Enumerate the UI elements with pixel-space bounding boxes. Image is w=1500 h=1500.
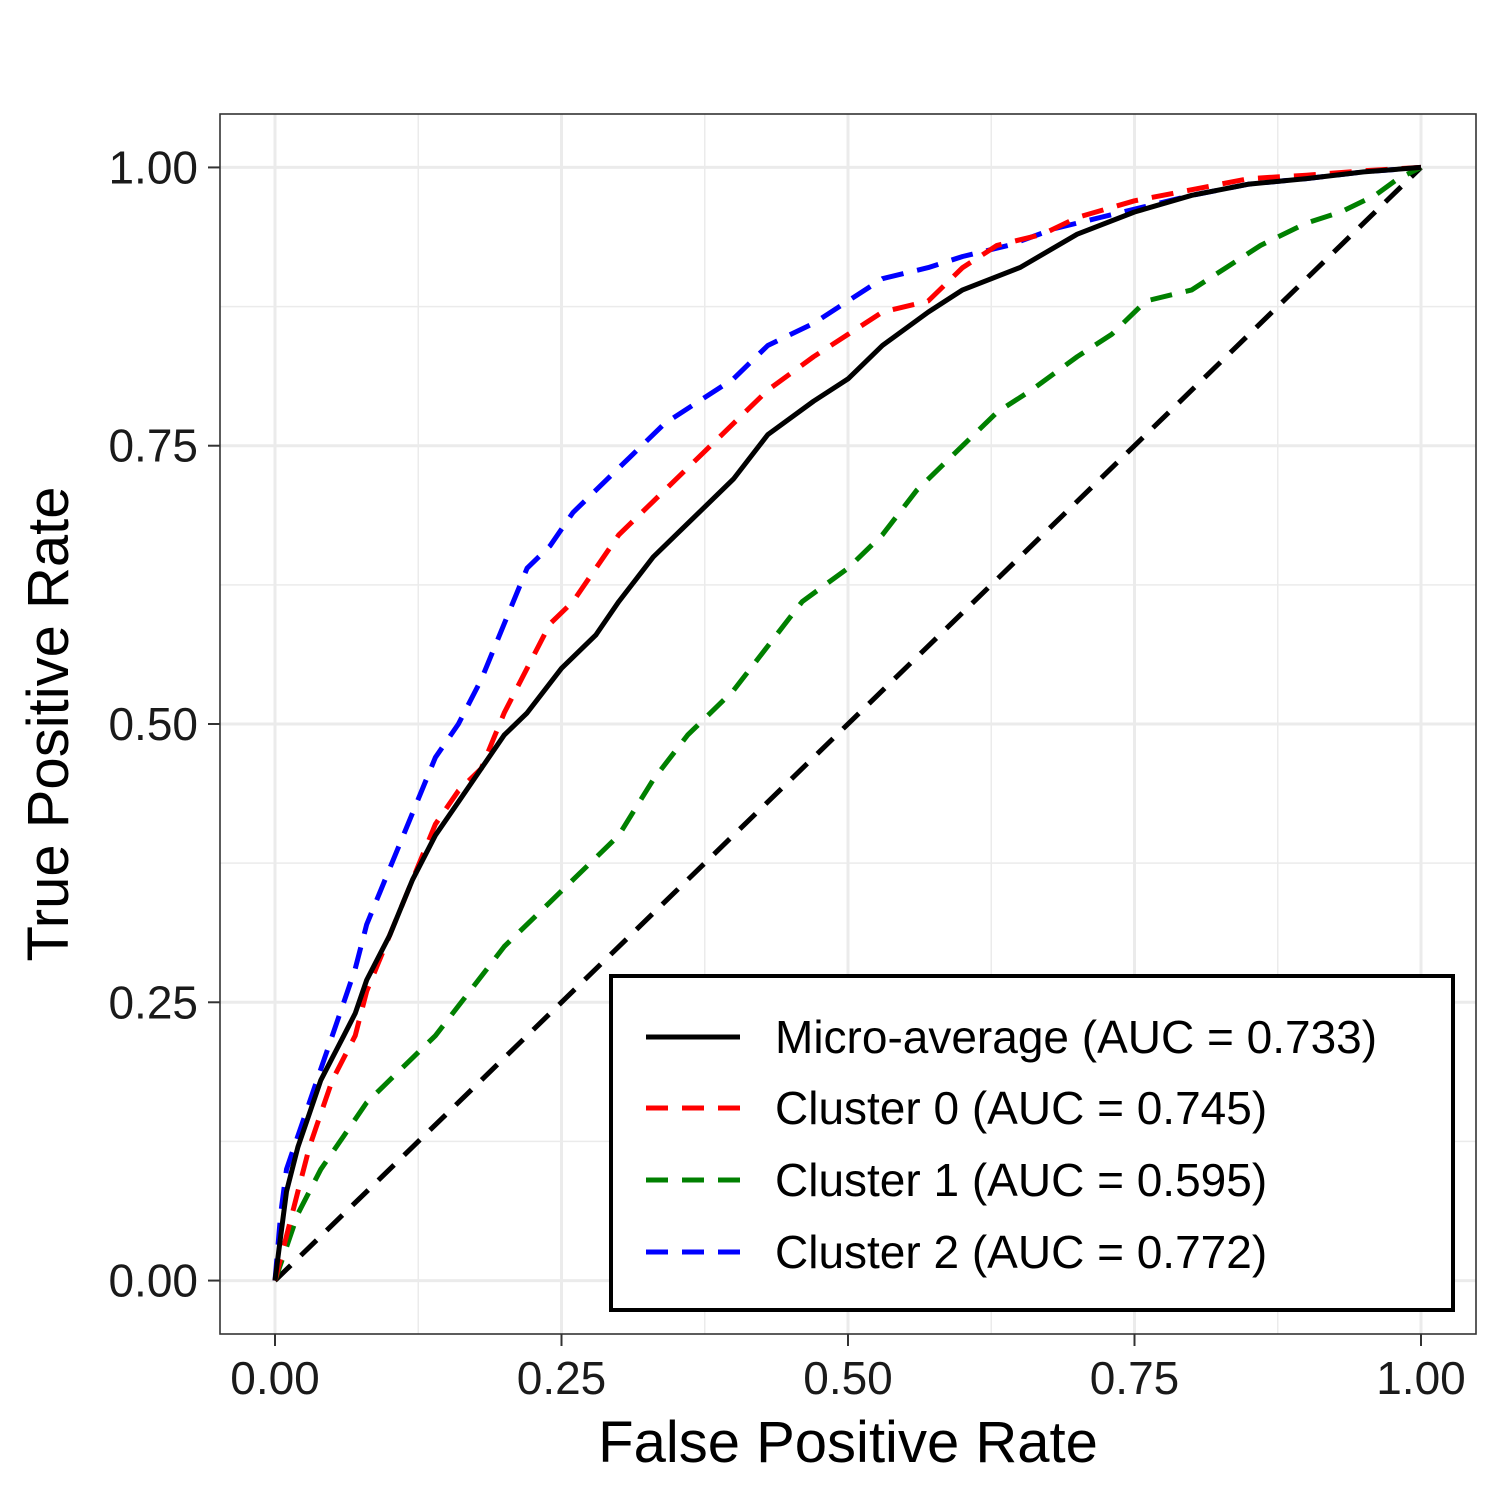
legend-items: Micro-average (AUC = 0.733) Cluster 0 (AU…: [646, 1011, 1377, 1278]
legend: Micro-average (AUC = 0.733) Cluster 0 (AU…: [609, 974, 1455, 1312]
x-tick-label: 0.25: [517, 1352, 607, 1404]
reference-diagonal-line: [273, 165, 1423, 1283]
y-tick-label: 0.75: [108, 420, 198, 472]
series-line-cluster-0: [272, 164, 1422, 1282]
y-tick-label: 0.25: [108, 976, 198, 1028]
series-line-cluster-2: [272, 164, 1422, 1281]
axes: 0.00 0.00 0.25 0.25 0.50 0.50 0.75 0.75 1.00 1.00: [108, 141, 1465, 1404]
x-tick-label: 0.75: [1090, 1352, 1180, 1404]
x-axis-title: False Positive Rate: [598, 1410, 1098, 1475]
x-tick-label: 0.00: [230, 1352, 320, 1404]
series-layer: [272, 164, 1423, 1283]
y-tick-label: 0.50: [108, 698, 198, 750]
series-line-micro-average: [272, 164, 1422, 1281]
legend-box: [609, 974, 1455, 1312]
y-tick-label: 1.00: [108, 141, 198, 193]
legend-label-0: Micro-average (AUC = 0.733): [775, 1011, 1377, 1063]
x-tick-label: 1.00: [1376, 1352, 1466, 1404]
legend-label-1: Cluster 0 (AUC = 0.745): [775, 1082, 1267, 1134]
x-tick-label: 0.50: [803, 1352, 893, 1404]
y-axis-title: True Positive Rate: [16, 487, 81, 962]
legend-label-3: Cluster 2 (AUC = 0.772): [775, 1226, 1267, 1278]
legend-label-2: Cluster 1 (AUC = 0.595): [775, 1154, 1267, 1206]
y-tick-label: 0.00: [108, 1255, 198, 1307]
series-line-cluster-1: [272, 165, 1423, 1282]
